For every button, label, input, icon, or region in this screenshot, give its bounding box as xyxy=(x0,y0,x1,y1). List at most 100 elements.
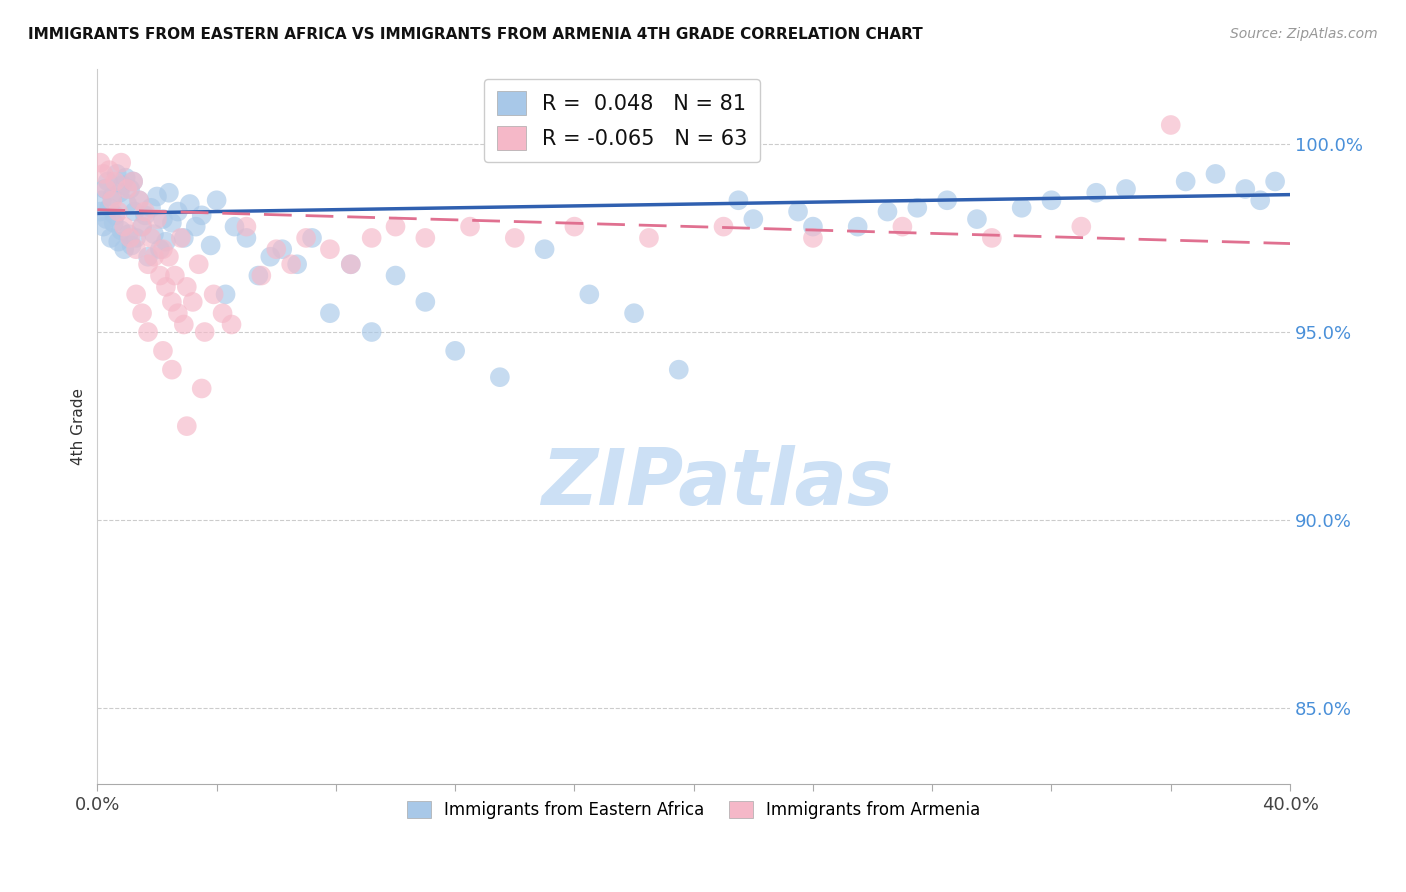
Point xyxy=(120,182,142,196)
Point xyxy=(146,212,169,227)
Point xyxy=(1264,174,1286,188)
Point xyxy=(134,208,156,222)
Point xyxy=(152,212,174,227)
Point xyxy=(936,194,959,208)
Point xyxy=(564,219,586,234)
Point xyxy=(96,182,118,196)
Point xyxy=(1160,118,1182,132)
Point xyxy=(136,257,159,271)
Point xyxy=(111,178,134,193)
Point xyxy=(319,242,342,256)
Point xyxy=(143,227,166,241)
Point xyxy=(250,268,273,283)
Point xyxy=(100,231,122,245)
Text: ZIPatlas: ZIPatlas xyxy=(541,445,894,521)
Point xyxy=(905,201,928,215)
Point xyxy=(124,204,146,219)
Point xyxy=(160,216,183,230)
Point xyxy=(121,238,143,252)
Point xyxy=(114,170,136,185)
Point xyxy=(1115,182,1137,196)
Point xyxy=(301,231,323,245)
Point xyxy=(94,182,117,196)
Point xyxy=(179,197,201,211)
Point xyxy=(120,231,142,245)
Point xyxy=(190,208,212,222)
Point xyxy=(1234,182,1257,196)
Point xyxy=(101,194,124,208)
Point xyxy=(149,242,172,256)
Point xyxy=(360,231,382,245)
Point xyxy=(157,186,180,200)
Point xyxy=(173,318,195,332)
Point xyxy=(503,231,526,245)
Point xyxy=(1040,194,1063,208)
Point xyxy=(235,219,257,234)
Point xyxy=(638,231,661,245)
Point xyxy=(876,204,898,219)
Point xyxy=(668,362,690,376)
Point xyxy=(980,231,1002,245)
Point xyxy=(128,194,150,208)
Point xyxy=(107,235,129,249)
Point xyxy=(1070,219,1092,234)
Point xyxy=(125,242,148,256)
Point xyxy=(160,294,183,309)
Point xyxy=(110,155,132,169)
Point xyxy=(166,204,188,219)
Point xyxy=(187,257,209,271)
Point xyxy=(1204,167,1226,181)
Point xyxy=(339,257,361,271)
Point xyxy=(194,325,217,339)
Point xyxy=(415,231,437,245)
Point xyxy=(285,257,308,271)
Point xyxy=(966,212,988,227)
Point xyxy=(533,242,555,256)
Point xyxy=(200,238,222,252)
Text: IMMIGRANTS FROM EASTERN AFRICA VS IMMIGRANTS FROM ARMENIA 4TH GRADE CORRELATION : IMMIGRANTS FROM EASTERN AFRICA VS IMMIGR… xyxy=(28,27,922,42)
Point xyxy=(727,194,749,208)
Point xyxy=(184,219,207,234)
Point xyxy=(1085,186,1108,200)
Point xyxy=(339,257,361,271)
Point xyxy=(280,257,302,271)
Point xyxy=(91,167,114,181)
Point xyxy=(136,325,159,339)
Point xyxy=(176,280,198,294)
Point xyxy=(259,250,281,264)
Point xyxy=(89,204,111,219)
Point xyxy=(89,155,111,169)
Point xyxy=(98,163,121,178)
Point xyxy=(152,343,174,358)
Point xyxy=(122,174,145,188)
Point xyxy=(1249,194,1271,208)
Point xyxy=(846,219,869,234)
Point xyxy=(801,231,824,245)
Point xyxy=(160,362,183,376)
Point xyxy=(489,370,512,384)
Point xyxy=(104,208,127,222)
Point xyxy=(136,250,159,264)
Point xyxy=(101,189,124,203)
Point xyxy=(143,250,166,264)
Point xyxy=(128,194,150,208)
Point xyxy=(131,219,153,234)
Point xyxy=(134,204,156,219)
Point xyxy=(384,268,406,283)
Point xyxy=(713,219,735,234)
Point xyxy=(444,343,467,358)
Point xyxy=(155,235,177,249)
Point xyxy=(90,194,112,208)
Point xyxy=(91,219,114,234)
Point xyxy=(891,219,914,234)
Y-axis label: 4th Grade: 4th Grade xyxy=(72,388,86,465)
Point xyxy=(112,219,135,234)
Point xyxy=(125,231,148,245)
Legend: Immigrants from Eastern Africa, Immigrants from Armenia: Immigrants from Eastern Africa, Immigran… xyxy=(401,794,987,825)
Point xyxy=(105,167,128,181)
Point xyxy=(295,231,318,245)
Point xyxy=(98,201,121,215)
Point xyxy=(458,219,481,234)
Point xyxy=(247,268,270,283)
Point xyxy=(139,201,162,215)
